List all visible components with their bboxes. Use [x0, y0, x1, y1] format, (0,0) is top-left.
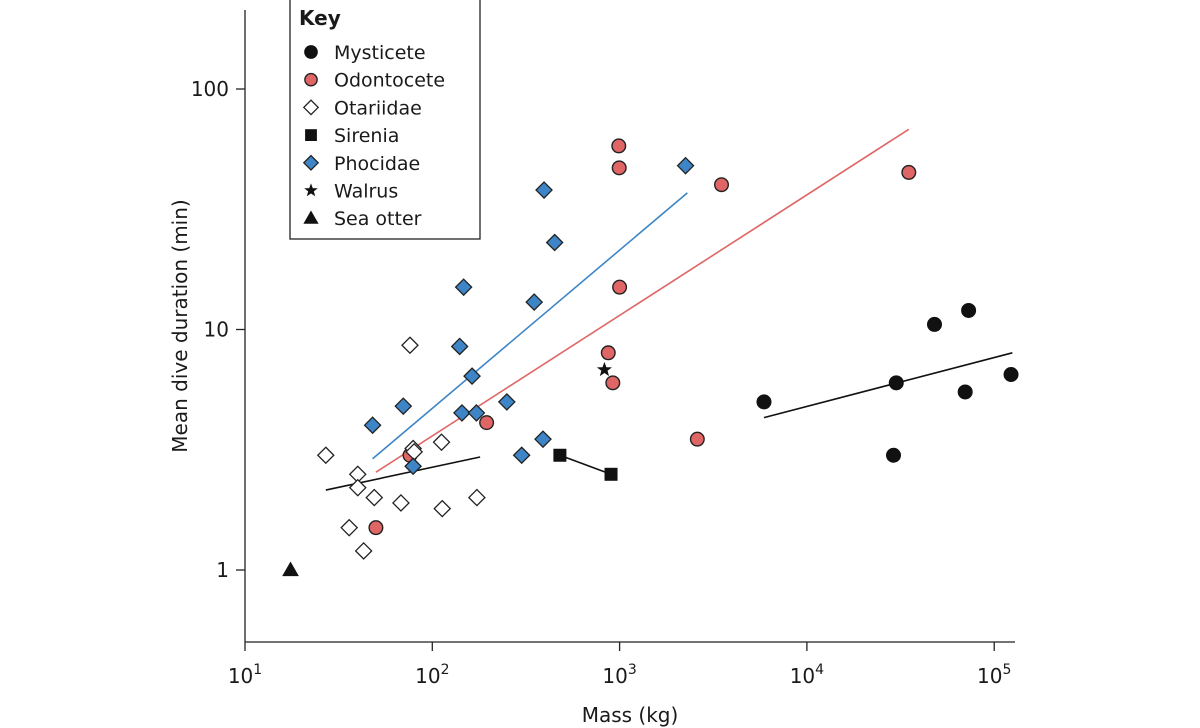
point-odontocete-4: [600, 345, 616, 361]
point-otariidae-4: [348, 478, 367, 497]
legend-label-walrus: Walrus: [334, 181, 398, 203]
point-otariidae-1: [316, 446, 335, 465]
point-walrus-1: [596, 361, 612, 377]
point-otariidae-11: [432, 433, 451, 452]
point-otariidae-2: [340, 518, 359, 537]
y-axis-title: Mean dive duration (min): [168, 199, 192, 452]
legend-label-otariidae: Otariidae: [334, 97, 422, 119]
x-tick-label-5: 105: [977, 662, 1011, 688]
x-tick-label-2: 102: [415, 662, 449, 688]
point-odontocete-7: [611, 160, 627, 176]
legend-label-sea-otter: Sea otter: [334, 208, 422, 230]
fit-line-sirenia: [559, 454, 612, 476]
point-odontocete-10: [714, 177, 730, 193]
legend-marker-walrus: [304, 183, 318, 197]
point-odontocete-3: [479, 415, 495, 431]
legend-label-sirenia: Sirenia: [334, 125, 399, 147]
series-sirenia: [553, 448, 618, 481]
point-phocidae-15: [676, 156, 695, 175]
legend-label-odontocete: Odontocete: [334, 70, 445, 92]
point-otariidae-7: [392, 494, 410, 512]
fit-lines: [325, 128, 1013, 491]
point-phocidae-14: [545, 233, 564, 252]
point-phocidae-10: [512, 446, 531, 465]
y-tick-label-1: 1: [216, 558, 229, 582]
point-phocidae-5: [453, 403, 471, 422]
point-phocidae-9: [497, 392, 516, 411]
point-phocidae-6: [454, 278, 473, 297]
y-tick-label-10: 10: [204, 318, 229, 342]
x-tick-label-1: 101: [228, 662, 262, 688]
point-otariidae-8: [401, 336, 419, 355]
series-phocidae: [363, 156, 695, 476]
x-tick-label-4: 104: [790, 662, 824, 688]
point-odontocete-8: [612, 279, 628, 295]
legend: Key Mysticete Odontocete Otariidae Sirenia Ph…: [289, 0, 481, 240]
point-phocidae-1: [363, 416, 382, 435]
point-otariidae-6: [365, 488, 384, 507]
point-odontocete-9: [689, 431, 705, 447]
point-sirenia-2: [604, 467, 618, 481]
x-axis-title: Mass (kg): [582, 703, 679, 727]
legend-marker-otariidae: [302, 99, 320, 116]
legend-marker-mysticete: [304, 45, 318, 59]
point-odontocete-1: [368, 520, 384, 536]
fit-line-otariidae: [325, 456, 481, 491]
series-otariidae: [316, 336, 486, 560]
point-phocidae-11: [525, 293, 544, 312]
fit-line-mysticete: [763, 352, 1013, 419]
point-odontocete-5: [605, 375, 621, 391]
point-sea-otter-1: [282, 561, 299, 577]
point-sirenia-1: [553, 448, 567, 462]
point-phocidae-4: [450, 337, 469, 356]
point-mysticete-5: [957, 384, 973, 400]
point-mysticete-7: [1003, 366, 1019, 382]
series-sea-otter: [282, 561, 299, 577]
data-points: [282, 138, 1019, 577]
legend-title: Key: [299, 6, 341, 30]
point-phocidae-12: [534, 430, 552, 449]
point-phocidae-3: [404, 457, 423, 476]
axes: 1 10 100 101 102 103 104 105 Mass (kg) Mean dive …: [168, 10, 1015, 727]
legend-marker-phocidae: [302, 154, 320, 171]
legend-marker-odontocete: [304, 72, 318, 87]
point-phocidae-2: [394, 397, 413, 416]
legend-marker-sirenia: [305, 129, 317, 141]
series-walrus: [596, 361, 612, 377]
point-odontocete-6: [611, 138, 627, 154]
point-mysticete-4: [926, 316, 942, 332]
series-mysticete: [756, 302, 1019, 463]
point-mysticete-3: [888, 375, 904, 391]
point-otariidae-5: [354, 542, 373, 560]
fit-line-phocidae: [372, 192, 688, 460]
point-mysticete-1: [756, 394, 772, 410]
point-mysticete-6: [961, 302, 977, 318]
x-tick-label-3: 103: [602, 662, 636, 688]
legend-box: [289, 0, 481, 240]
legend-label-phocidae: Phocidae: [334, 153, 420, 175]
y-tick-label-100: 100: [191, 77, 229, 101]
point-odontocete-11: [901, 164, 917, 180]
point-phocidae-7: [463, 367, 481, 386]
point-phocidae-13: [535, 181, 553, 199]
point-otariidae-12: [433, 499, 452, 518]
legend-marker-sea-otter: [303, 210, 319, 224]
point-otariidae-13: [467, 488, 486, 507]
point-mysticete-2: [886, 447, 902, 463]
point-phocidae-8: [467, 403, 486, 422]
legend-label-mysticete: Mysticete: [334, 42, 426, 64]
